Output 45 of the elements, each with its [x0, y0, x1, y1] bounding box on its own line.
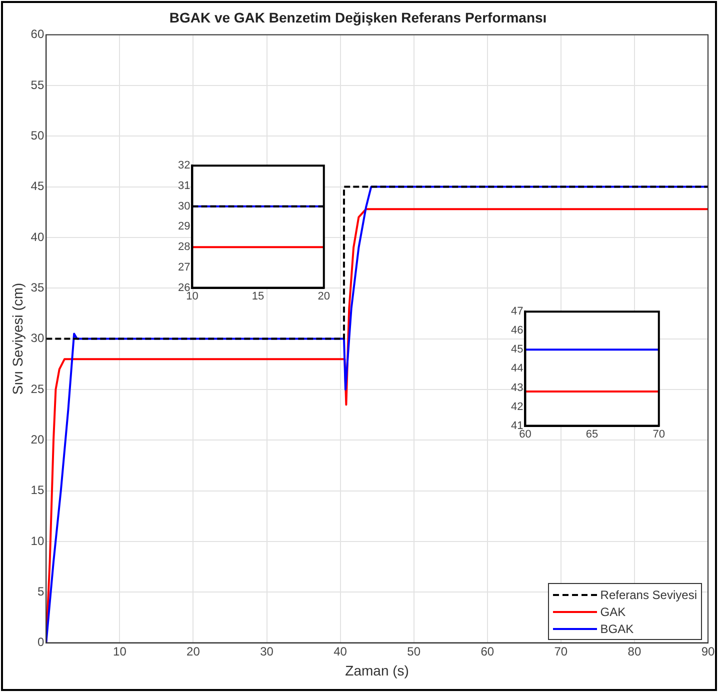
- y-tick-label: 5: [37, 584, 44, 598]
- y-tick-label: 27: [178, 261, 190, 274]
- y-tick-label: 31: [178, 180, 190, 192]
- y-tick-label: 30: [30, 331, 44, 346]
- x-tick-label: 90: [701, 644, 715, 658]
- legend-label: GAK: [600, 604, 626, 618]
- y-tick-label: 55: [30, 78, 44, 92]
- legend-label: Referans Seviyesi: [600, 588, 697, 602]
- y-tick-label: 40: [30, 230, 44, 244]
- x-tick-label: 60: [480, 644, 494, 658]
- y-tick-label: 32: [178, 160, 190, 172]
- y-tick-label: 29: [178, 220, 190, 233]
- y-tick-label: 43: [510, 382, 524, 394]
- x-tick-label: 20: [318, 290, 330, 302]
- y-tick-label: 44: [510, 362, 524, 375]
- y-tick-label: 25: [30, 382, 44, 396]
- x-tick-label: 30: [260, 644, 274, 658]
- legend-label: BGAK: [600, 622, 634, 636]
- x-tick-label: 10: [113, 644, 127, 658]
- y-tick-label: 0: [37, 635, 44, 650]
- x-tick-label: 50: [407, 644, 421, 658]
- y-tick-label: 46: [510, 324, 524, 337]
- x-tick-label: 70: [554, 644, 568, 658]
- y-tick-label: 10: [30, 534, 44, 548]
- y-tick-label: 28: [178, 241, 190, 254]
- x-tick-label: 80: [628, 644, 642, 658]
- x-axis-title: Zaman (s): [345, 662, 409, 678]
- x-tick-label: 65: [586, 428, 598, 440]
- y-tick-label: 47: [510, 306, 524, 318]
- x-tick-label: 60: [519, 428, 532, 440]
- y-tick-label: 45: [510, 344, 524, 356]
- y-tick-label: 42: [510, 400, 524, 413]
- chart-title: BGAK ve GAK Benzetim Değişken Referans Performansı: [169, 9, 547, 26]
- x-tick-label: 70: [652, 428, 666, 440]
- y-tick-label: 60: [30, 27, 44, 42]
- y-axis-title: Sıvı Seviyesi (cm): [9, 282, 26, 395]
- y-tick-label: 35: [30, 280, 44, 294]
- x-tick-label: 40: [334, 644, 348, 658]
- y-tick-label: 15: [30, 483, 44, 498]
- y-tick-label: 45: [30, 179, 44, 194]
- y-tick-label: 30: [178, 200, 190, 212]
- y-tick-label: 50: [30, 128, 44, 142]
- x-tick-label: 15: [252, 290, 264, 302]
- x-tick-label: 10: [186, 290, 198, 302]
- x-tick-label: 20: [186, 644, 200, 658]
